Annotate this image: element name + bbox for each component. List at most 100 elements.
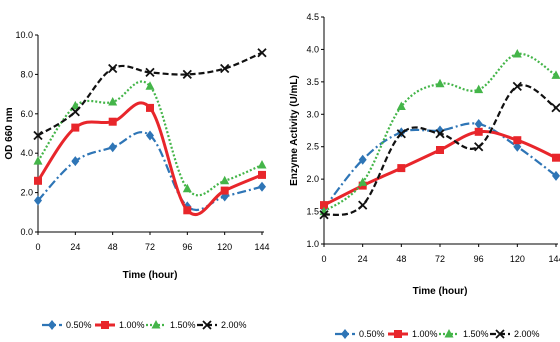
x-tick-label: 96 — [474, 254, 484, 264]
legend-item: 2.00% — [197, 320, 247, 330]
data-point-marker — [146, 130, 154, 141]
data-point-marker — [474, 119, 483, 129]
x-tick-label: 0 — [35, 242, 40, 252]
series-line — [36, 101, 263, 217]
data-point-marker — [397, 164, 406, 173]
data-point-marker — [145, 67, 155, 78]
legend-marker — [394, 330, 402, 338]
data-point-marker — [220, 175, 230, 185]
data-point-marker — [220, 63, 230, 74]
series-1.00% — [34, 101, 266, 217]
data-point-marker — [358, 154, 367, 165]
data-point-marker — [33, 156, 43, 165]
legend-marker — [101, 321, 109, 329]
legend-marker — [151, 320, 161, 329]
x-tick-label: 0 — [321, 254, 326, 264]
data-point-marker — [183, 206, 192, 215]
data-point-marker — [258, 181, 266, 192]
x-tick-label: 24 — [358, 254, 368, 264]
data-point-marker — [396, 101, 406, 110]
legend-item: 0.50% — [335, 329, 385, 339]
data-point-marker — [474, 84, 484, 94]
data-point-marker — [257, 160, 267, 169]
data-point-marker — [108, 117, 117, 126]
data-point-marker — [70, 107, 80, 117]
legend-item: 2.00% — [490, 329, 540, 339]
data-point-marker — [34, 176, 42, 185]
data-point-marker — [182, 69, 192, 80]
data-point-marker — [145, 81, 155, 90]
series-line — [323, 122, 557, 209]
y-tick-label: 1.5 — [306, 207, 319, 217]
data-point-marker — [396, 129, 406, 139]
y-tick-label: 0.0 — [20, 227, 33, 237]
data-point-marker — [552, 170, 560, 181]
data-point-marker — [512, 49, 522, 58]
legend-item: 0.50% — [42, 320, 92, 330]
data-point-marker — [435, 78, 445, 88]
series-2.00% — [319, 81, 560, 220]
data-point-marker — [108, 142, 117, 153]
x-tick-label: 144 — [548, 254, 560, 264]
legend-label: 2.00% — [514, 329, 540, 339]
data-point-marker — [71, 156, 80, 167]
data-point-marker — [320, 201, 328, 210]
legend-label: 1.00% — [119, 320, 145, 330]
data-point-marker — [358, 200, 368, 210]
data-point-marker — [108, 63, 118, 74]
legend-label: 0.50% — [66, 320, 92, 330]
data-point-marker — [257, 48, 267, 58]
y-tick-label: 6.0 — [20, 109, 33, 119]
data-point-marker — [182, 183, 192, 193]
y-axis-title: OD 660 nm — [4, 107, 15, 159]
legend-marker — [48, 320, 56, 330]
chart-enzyme-activity: 1.0 1.5 2.0 2.5 3.0 3.5 4.0 4.5 0 24 48 72 96 120 144 T… — [289, 12, 560, 339]
legend: 0.50% 1.00% 1.50% 2.00% — [335, 329, 540, 339]
x-tick-label: 72 — [145, 242, 155, 252]
data-point-marker — [513, 136, 522, 145]
data-point-marker — [146, 103, 154, 112]
series-2.00% — [33, 48, 267, 141]
legend-item: 1.00% — [95, 320, 145, 330]
y-tick-label: 2.0 — [20, 188, 33, 198]
y-tick-label: 10.0 — [15, 30, 33, 40]
x-tick-label: 48 — [396, 254, 406, 264]
y-tick-label: 2.0 — [306, 174, 319, 184]
x-tick-label: 48 — [108, 242, 118, 252]
legend-label: 1.00% — [412, 329, 438, 339]
y-axis-title: Enzyme Activity (U/mL) — [289, 75, 300, 186]
data-point-marker — [220, 186, 229, 195]
x-tick-label: 96 — [182, 242, 192, 252]
x-tick-label: 144 — [254, 242, 269, 252]
legend-item: 1.50% — [439, 329, 489, 339]
series-1.50% — [319, 49, 560, 216]
x-tick-label: 72 — [435, 254, 445, 264]
data-point-marker — [33, 130, 43, 141]
legend-marker — [202, 320, 212, 330]
data-point-marker — [71, 123, 80, 132]
y-tick-label: 4.0 — [20, 148, 33, 158]
x-axis-title: Time (hour) — [123, 270, 178, 281]
y-tick-label: 4.0 — [306, 44, 319, 54]
y-tick-label: 4.5 — [306, 12, 319, 22]
legend-marker — [341, 329, 349, 339]
y-tick-label: 1.0 — [306, 239, 319, 249]
x-tick-label: 24 — [70, 242, 80, 252]
data-point-marker — [551, 70, 560, 79]
legend-marker — [444, 329, 454, 338]
series-0.50% — [34, 130, 266, 212]
data-point-marker — [358, 177, 368, 186]
data-point-marker — [70, 100, 80, 110]
series-line — [37, 131, 263, 212]
y-tick-label: 3.0 — [306, 109, 319, 119]
data-point-marker — [435, 129, 445, 139]
x-axis-title: Time (hour) — [413, 286, 468, 297]
y-tick-label: 3.5 — [306, 77, 319, 87]
legend-marker — [495, 329, 505, 339]
legend: 0.50% 1.00% 1.50% 2.00% — [42, 320, 247, 330]
data-point-marker — [258, 170, 266, 179]
legend-label: 1.50% — [170, 320, 196, 330]
y-tick-label: 2.5 — [306, 142, 319, 152]
data-point-marker — [552, 153, 560, 162]
